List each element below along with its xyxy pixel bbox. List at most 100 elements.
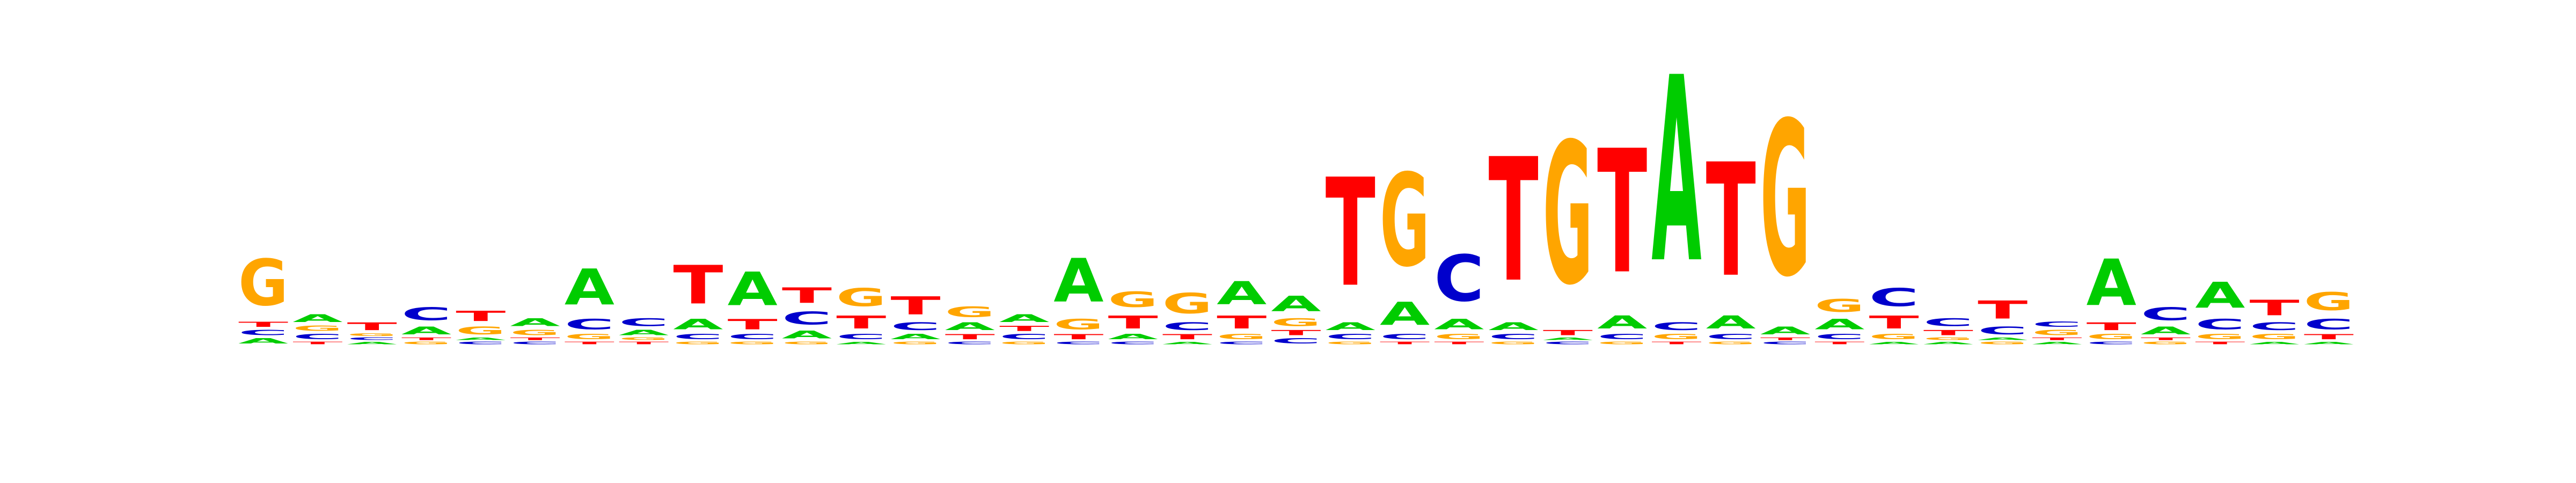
logo-letter-t: T [1217,312,1267,333]
logo-letter-a: A [836,341,886,345]
logo-letter-g: G [1162,287,1212,320]
logo-letter-g: G [1706,341,1756,345]
logo-letter-g: G [1978,341,2028,345]
logo-letter-c: C [1651,320,1701,333]
logo-letter-a: A [1108,333,1158,341]
logo-letter-c: C [1869,283,1919,312]
logo-letter-g: G [1326,341,1375,345]
logo-letter-t: T [2249,296,2300,320]
logo-letter-c: C [1053,341,1103,345]
logo-columns: ACTGTCGAACGTGTACCAGTCTGATGCATGACGCATGCTA… [238,23,2354,345]
logo-letter-c: C [999,333,1049,341]
logo-letter-c: C [673,333,723,341]
logo-letter-t: T [1271,328,1321,336]
logo-letter-g: G [1814,295,1864,316]
logo-letter-t: T [1869,312,1919,333]
logo-letter-a: A [782,328,832,341]
logo-letter-a: A [1869,341,1919,345]
logo-letter-a: A [2032,341,2082,345]
logo-letter-g: G [728,341,778,345]
logo-letter-c: C [1108,341,1158,345]
logo-letter-a: A [2304,341,2354,345]
logo-letter-a: A [2087,246,2136,320]
logo-letter-c: C [292,333,342,341]
logo-letter-a: A [2249,341,2299,345]
logo-letter-t: T [1651,341,1701,345]
logo-letter-a: A [2141,325,2191,337]
logo-letter-t: T [2304,333,2354,341]
logo-letter-a: A [890,333,940,341]
logo-letter-g: G [1651,333,1701,341]
logo-letter-t: T [1760,337,1810,341]
logo-letter-g: G [238,246,288,320]
logo-letter-t: T [890,291,940,320]
logo-letter-t: T [2195,341,2245,345]
logo-letter-t: T [1978,296,2028,325]
logo-letter-t: T [1489,123,1539,320]
logo-letter-c: C [1597,333,1647,341]
logo-letter-t: T [945,333,995,341]
logo-letter-g: G [347,333,397,337]
logo-letter-a: A [1543,337,1593,341]
logo-letter-c: C [238,328,288,336]
logo-letter-g: G [890,341,940,345]
logo-letter-a: A [510,316,560,328]
logo-letter-g: G [1053,317,1103,333]
logo-letter-a: A [1489,320,1539,333]
logo-letter-c: C [2249,320,2299,333]
logo-letter-t: T [782,283,832,308]
logo-letter-c: C [619,316,669,328]
logo-letter-t: T [2141,337,2191,341]
logo-letter-c: C [1217,341,1267,345]
logo-letter-g: G [401,341,451,345]
logo-letter-t: T [1380,341,1430,345]
logo-letter-c: C [1434,242,1484,316]
logo-letter-t: T [2032,337,2082,341]
logo-letter-t: T [619,341,669,345]
logo-letter-a: A [565,259,614,317]
logo-letter-g: G [945,304,995,320]
logo-letter-c: C [1489,333,1539,341]
logo-letter-g: G [1923,337,1973,341]
logo-letter-t: T [1108,312,1158,333]
logo-letter-a: A [347,341,397,345]
logo-letter-a: A [999,312,1050,325]
logo-letter-g: G [1489,341,1539,345]
logo-letter-c: C [1162,320,1212,333]
logo-letter-a: A [728,262,778,316]
logo-letter-c: C [1543,341,1593,345]
logo-letter-g: G [2195,333,2245,341]
logo-letter-g: G [782,341,832,345]
logo-letter-t: T [1814,341,1864,345]
logo-letter-c: C [1706,333,1756,341]
logo-letter-g: G [999,341,1049,345]
logo-letter-t: T [1434,341,1484,345]
logo-letter-g: G [2087,333,2136,341]
logo-letter-t: T [1706,131,1756,312]
